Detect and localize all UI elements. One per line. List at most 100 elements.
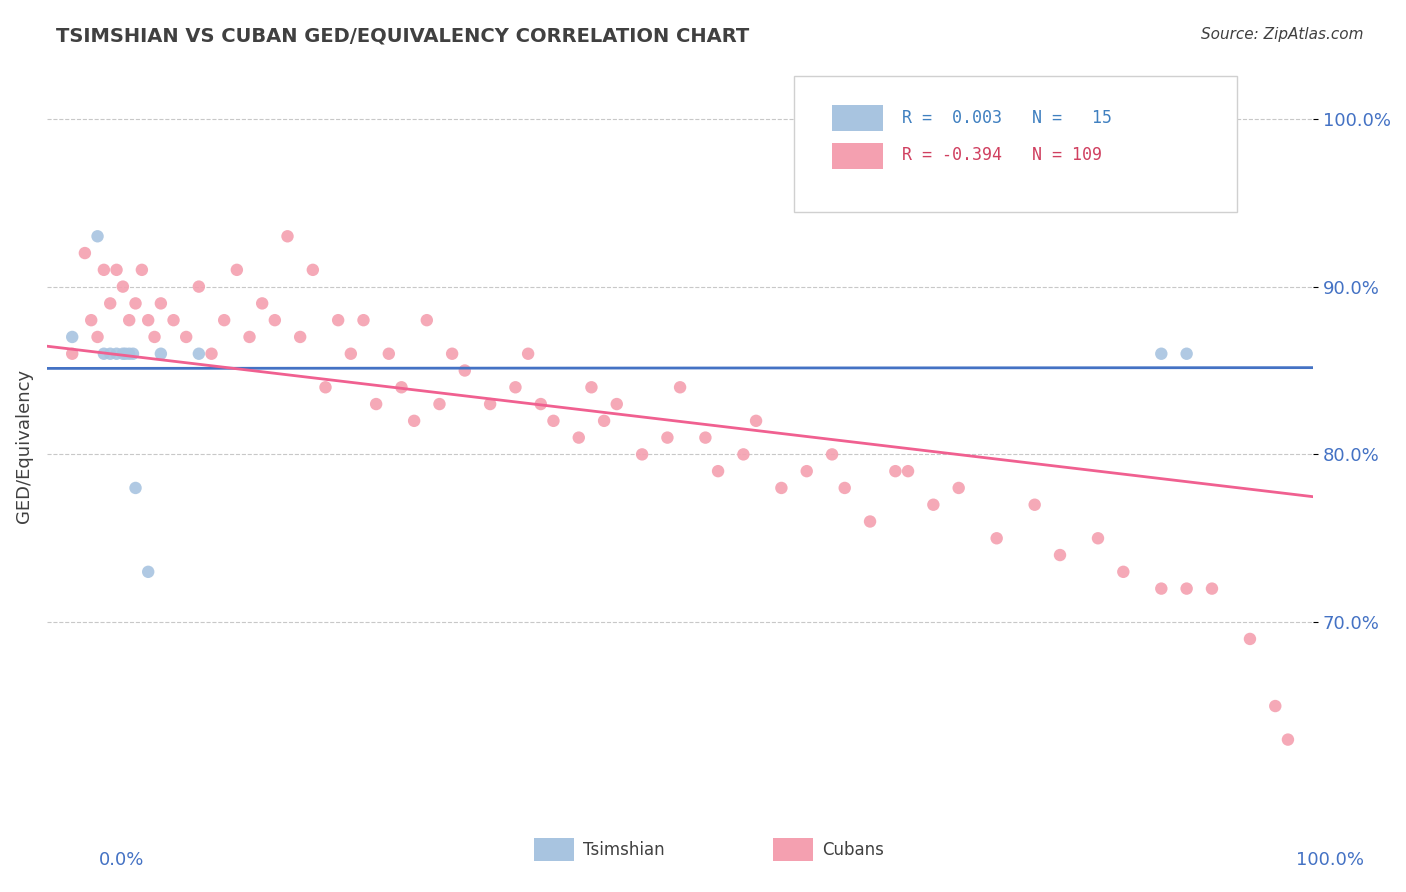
Point — [353, 313, 375, 327]
Point — [1239, 632, 1261, 646]
Point — [657, 431, 679, 445]
Point — [404, 414, 426, 428]
Point — [1175, 582, 1198, 596]
Point — [98, 296, 121, 310]
Text: Cubans: Cubans — [823, 841, 884, 859]
Point — [111, 347, 134, 361]
FancyBboxPatch shape — [794, 76, 1237, 212]
Point — [543, 414, 565, 428]
Point — [80, 313, 103, 327]
Point — [669, 380, 692, 394]
Point — [1150, 582, 1173, 596]
Point — [200, 347, 222, 361]
Point — [114, 347, 136, 361]
Point — [60, 347, 83, 361]
Point — [922, 498, 945, 512]
Point — [149, 347, 172, 361]
Point — [631, 447, 654, 461]
Point — [111, 279, 134, 293]
Point — [1049, 548, 1071, 562]
Point — [174, 330, 197, 344]
Point — [263, 313, 285, 327]
Point — [93, 263, 115, 277]
Point — [86, 229, 108, 244]
Point — [695, 431, 717, 445]
Point — [60, 330, 83, 344]
Text: R =  0.003   N =   15: R = 0.003 N = 15 — [901, 109, 1112, 127]
Point — [212, 313, 235, 327]
Point — [1150, 347, 1173, 361]
Point — [124, 481, 146, 495]
Point — [143, 330, 166, 344]
Point — [429, 397, 451, 411]
Point — [834, 481, 856, 495]
Point — [505, 380, 527, 394]
Point — [187, 347, 209, 361]
Point — [770, 481, 793, 495]
Point — [1112, 565, 1135, 579]
Point — [149, 296, 172, 310]
Point — [707, 464, 730, 478]
Point — [118, 347, 141, 361]
Point — [225, 263, 247, 277]
Point — [745, 414, 768, 428]
Point — [136, 313, 159, 327]
Point — [73, 246, 96, 260]
Point — [301, 263, 323, 277]
Point — [238, 330, 260, 344]
Point — [136, 565, 159, 579]
Point — [328, 313, 350, 327]
Text: TSIMSHIAN VS CUBAN GED/EQUIVALENCY CORRELATION CHART: TSIMSHIAN VS CUBAN GED/EQUIVALENCY CORRE… — [56, 27, 749, 45]
Point — [568, 431, 591, 445]
Point — [796, 464, 818, 478]
Point — [124, 296, 146, 310]
Bar — [832, 143, 883, 169]
Point — [1024, 498, 1046, 512]
Point — [378, 347, 401, 361]
Text: 0.0%: 0.0% — [98, 851, 143, 869]
Bar — [832, 104, 883, 131]
Point — [162, 313, 184, 327]
Point — [118, 313, 141, 327]
Text: 100.0%: 100.0% — [1296, 851, 1364, 869]
Text: Source: ZipAtlas.com: Source: ZipAtlas.com — [1201, 27, 1364, 42]
Point — [454, 363, 477, 377]
Point — [593, 414, 616, 428]
Point — [897, 464, 920, 478]
Point — [948, 481, 970, 495]
Point — [581, 380, 603, 394]
Point — [366, 397, 388, 411]
Point — [479, 397, 502, 411]
Point — [821, 447, 844, 461]
Text: R = -0.394   N = 109: R = -0.394 N = 109 — [901, 146, 1102, 164]
Point — [391, 380, 413, 394]
Point — [98, 347, 121, 361]
Point — [1277, 732, 1299, 747]
Point — [276, 229, 298, 244]
Point — [1264, 699, 1286, 714]
Point — [884, 464, 907, 478]
Point — [250, 296, 273, 310]
Point — [1201, 582, 1223, 596]
Point — [105, 347, 128, 361]
Point — [1087, 531, 1109, 545]
Point — [859, 515, 882, 529]
Point — [441, 347, 464, 361]
Point — [315, 380, 337, 394]
Point — [1175, 347, 1198, 361]
Point — [187, 279, 209, 293]
Point — [93, 347, 115, 361]
Text: Tsimshian: Tsimshian — [583, 841, 665, 859]
Point — [122, 347, 145, 361]
Point — [530, 397, 553, 411]
Point — [131, 263, 153, 277]
Point — [986, 531, 1008, 545]
Point — [416, 313, 439, 327]
Y-axis label: GED/Equivalency: GED/Equivalency — [15, 369, 32, 523]
Point — [86, 330, 108, 344]
Point — [288, 330, 311, 344]
Point — [606, 397, 628, 411]
Point — [517, 347, 540, 361]
Point — [733, 447, 755, 461]
Point — [340, 347, 363, 361]
